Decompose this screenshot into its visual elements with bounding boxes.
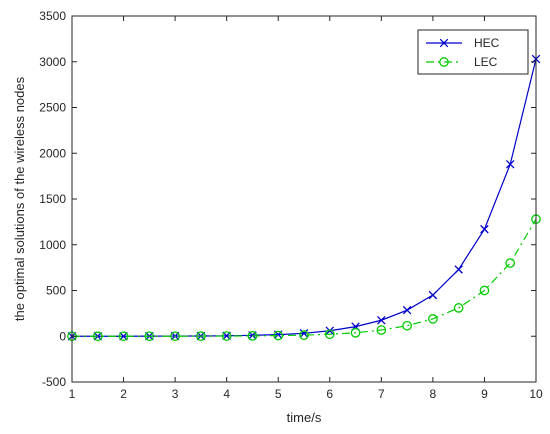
y-tick-label: 2000 <box>39 146 66 160</box>
data-point-lec <box>118 331 129 342</box>
data-point-lec <box>221 331 232 341</box>
legend-label-hec: HEC <box>474 36 500 50</box>
data-point-lec <box>505 258 516 268</box>
y-axis: -500 0 500 1000 1500 2000 2500 3000 3500 <box>39 9 536 389</box>
x-tick-label: 3 <box>172 387 179 401</box>
data-point-hec <box>377 315 386 325</box>
x-tick-label: 8 <box>430 387 437 401</box>
data-point-lec <box>299 330 309 341</box>
x-axis-title: time/s <box>287 410 322 425</box>
y-tick-label: -500 <box>42 375 66 389</box>
y-axis-title: the optimal solutions of the wireless no… <box>12 76 27 321</box>
y-tick-label: 1500 <box>39 192 66 206</box>
series-line-lec <box>72 218 537 337</box>
data-point-hec <box>299 329 309 338</box>
data-point-lec <box>479 285 490 296</box>
x-tick-label: 7 <box>378 387 385 401</box>
y-tick-label: 3500 <box>39 9 66 23</box>
data-point-lec <box>350 327 361 338</box>
legend: HEC LEC <box>417 29 529 75</box>
y-tick-label: 2500 <box>39 101 66 115</box>
x-tick-label: 4 <box>223 387 230 401</box>
data-point-hec <box>454 265 463 274</box>
y-tick-label: 0 <box>59 329 66 343</box>
data-point-hec <box>480 224 489 234</box>
y-tick-label: 1000 <box>39 238 66 252</box>
x-tick-label: 6 <box>326 387 333 401</box>
data-point-hec <box>505 159 515 169</box>
data-point-lec <box>247 331 258 341</box>
data-point-lec <box>453 303 464 313</box>
data-point-hec <box>325 326 335 336</box>
data-point-lec <box>273 330 284 341</box>
data-point-lec <box>376 325 387 335</box>
data-point-hec <box>428 290 438 300</box>
legend-label-lec: LEC <box>474 55 498 69</box>
x-tick-label: 1 <box>69 387 76 401</box>
x-tick-label: 5 <box>275 387 282 401</box>
data-point-lec <box>196 331 206 342</box>
x-axis: 1 2 3 4 5 6 7 8 9 10 <box>69 16 543 401</box>
x-tick-label: 10 <box>529 387 543 401</box>
data-point-lec <box>428 314 438 324</box>
y-tick-label: 3000 <box>39 55 66 69</box>
data-point-lec <box>144 331 155 342</box>
y-tick-label: 500 <box>46 284 66 298</box>
data-point-lec <box>170 331 180 342</box>
series-layer <box>67 54 541 342</box>
x-tick-label: 2 <box>120 387 127 401</box>
x-tick-label: 9 <box>481 387 488 401</box>
data-point-lec <box>402 320 412 331</box>
data-point-hec <box>402 305 412 315</box>
legend-box <box>417 29 529 75</box>
data-point-lec <box>324 329 335 340</box>
legend-marker-hec <box>439 38 449 48</box>
data-point-hec <box>119 331 128 341</box>
legend-marker-lec <box>439 57 449 67</box>
plot-background <box>72 16 536 382</box>
data-point-lec <box>92 331 103 342</box>
